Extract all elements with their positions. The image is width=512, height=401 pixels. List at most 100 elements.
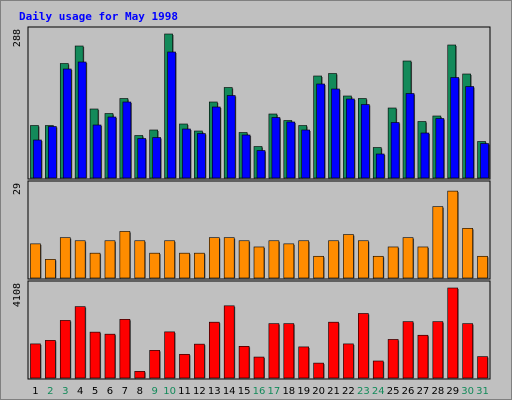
chart-panels: 288 29 4108 bbox=[12, 26, 491, 380]
x-tick-label: 10 bbox=[163, 386, 176, 397]
bar bbox=[402, 237, 414, 279]
bar bbox=[298, 346, 310, 379]
bar bbox=[358, 313, 369, 379]
bar bbox=[375, 153, 385, 179]
bar bbox=[59, 320, 71, 379]
y-max-label: 29 bbox=[12, 183, 23, 195]
x-tick-label: 31 bbox=[476, 386, 489, 397]
bar bbox=[480, 143, 489, 179]
bar bbox=[432, 206, 444, 279]
bar bbox=[358, 240, 369, 279]
bar bbox=[253, 356, 265, 379]
x-tick-label: 11 bbox=[178, 386, 191, 397]
bar bbox=[238, 240, 250, 279]
bar bbox=[328, 240, 339, 279]
x-tick-label: 28 bbox=[431, 386, 444, 397]
bar bbox=[328, 321, 339, 379]
bar bbox=[179, 353, 190, 379]
bar bbox=[45, 259, 56, 279]
bar bbox=[390, 122, 400, 179]
bar bbox=[104, 240, 116, 279]
bar bbox=[447, 287, 459, 379]
bar bbox=[182, 128, 191, 179]
bar bbox=[241, 134, 251, 179]
bar bbox=[346, 98, 355, 179]
bar bbox=[450, 77, 460, 179]
x-tick-label: 4 bbox=[77, 386, 83, 397]
bar bbox=[226, 95, 236, 179]
bar bbox=[417, 334, 429, 379]
bar bbox=[30, 243, 41, 279]
bar bbox=[89, 331, 101, 379]
bar bbox=[164, 240, 175, 279]
bar bbox=[134, 371, 146, 379]
bar bbox=[283, 243, 295, 279]
bar bbox=[122, 101, 132, 179]
x-tick-label: 15 bbox=[238, 386, 251, 397]
x-tick-label: 5 bbox=[92, 386, 98, 397]
panel-2: 29 bbox=[12, 180, 491, 280]
bar bbox=[256, 150, 266, 179]
bar bbox=[372, 360, 384, 379]
panel-3: 4108 bbox=[12, 280, 491, 380]
bar bbox=[197, 133, 206, 179]
bar bbox=[77, 61, 87, 179]
bar bbox=[286, 121, 296, 179]
x-tick-label: 12 bbox=[193, 386, 206, 397]
x-tick-label: 7 bbox=[122, 386, 128, 397]
bar bbox=[420, 132, 430, 179]
panel-1: 288 bbox=[12, 26, 491, 180]
bar bbox=[372, 255, 384, 279]
x-tick-label: 14 bbox=[223, 386, 236, 397]
bar bbox=[164, 331, 175, 379]
x-tick-label: 19 bbox=[297, 386, 310, 397]
x-tick-label: 3 bbox=[62, 386, 68, 397]
bar bbox=[167, 51, 176, 179]
bar bbox=[208, 237, 220, 279]
bar bbox=[89, 252, 101, 279]
bar bbox=[33, 139, 42, 179]
bar bbox=[74, 240, 86, 279]
x-tick-label: 30 bbox=[461, 386, 474, 397]
y-max-label: 288 bbox=[12, 29, 23, 47]
x-tick-label: 6 bbox=[107, 386, 113, 397]
bar bbox=[107, 116, 117, 179]
bar bbox=[149, 350, 160, 379]
bar bbox=[208, 321, 220, 379]
x-tick-label: 8 bbox=[137, 386, 143, 397]
bar bbox=[152, 137, 161, 179]
x-tick-label: 9 bbox=[151, 386, 157, 397]
bar bbox=[149, 252, 160, 279]
bar bbox=[462, 323, 473, 379]
bar bbox=[92, 124, 102, 179]
x-tick-label: 18 bbox=[282, 386, 295, 397]
x-tick-label: 2 bbox=[47, 386, 53, 397]
bar bbox=[417, 246, 429, 279]
y-max-label: 4108 bbox=[12, 283, 23, 307]
bar bbox=[59, 237, 71, 279]
x-tick-label: 16 bbox=[253, 386, 266, 397]
bar bbox=[268, 323, 280, 379]
bar bbox=[119, 231, 131, 279]
bar bbox=[223, 305, 235, 379]
bar bbox=[387, 246, 399, 279]
bar bbox=[435, 118, 445, 179]
x-tick-label: 22 bbox=[342, 386, 355, 397]
bar bbox=[194, 252, 205, 279]
bar bbox=[343, 343, 354, 379]
bar bbox=[402, 321, 414, 379]
bar bbox=[387, 339, 399, 379]
bar bbox=[211, 106, 221, 179]
x-tick-label: 20 bbox=[312, 386, 325, 397]
bar bbox=[313, 362, 324, 379]
x-tick-label: 17 bbox=[268, 386, 281, 397]
bar bbox=[432, 321, 444, 379]
bar bbox=[104, 333, 116, 379]
bar bbox=[301, 129, 311, 179]
bar bbox=[271, 117, 281, 179]
bar bbox=[253, 246, 265, 279]
bar bbox=[119, 319, 131, 379]
bar bbox=[62, 68, 72, 179]
x-axis-labels: 1 2 3 4 5 6 7 8 9 10 11 12 13 14 15 16 17 18 19 20 21 22 23 24 2… bbox=[32, 386, 489, 397]
bar bbox=[283, 323, 295, 379]
